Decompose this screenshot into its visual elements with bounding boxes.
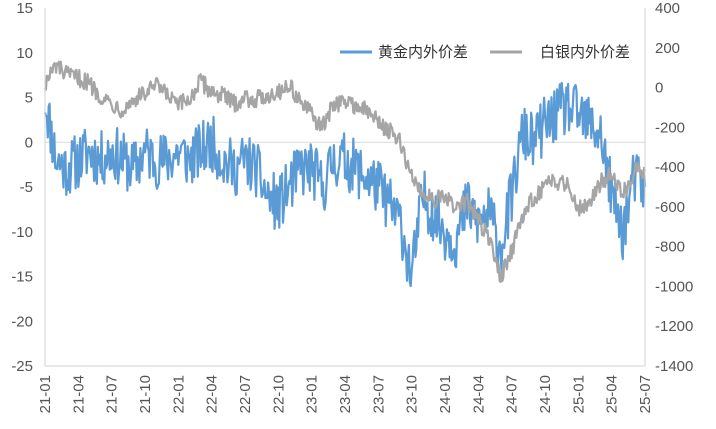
- x-tick-label: 23-07: [370, 375, 387, 413]
- left-tick-label: 15: [16, 0, 33, 17]
- left-tick-label: -5: [20, 179, 33, 196]
- x-tick-label: 25-07: [637, 375, 654, 413]
- right-tick-label: -200: [655, 119, 685, 136]
- x-tick-label: 24-07: [504, 375, 521, 413]
- left-tick-label: 10: [16, 45, 33, 62]
- x-tick-label: 24-01: [437, 375, 454, 413]
- right-tick-label: 200: [655, 40, 680, 57]
- left-tick-label: -25: [11, 358, 33, 375]
- legend: 黄金内外价差 白银内外价差: [340, 44, 630, 61]
- x-tick-label: 23-01: [304, 375, 321, 413]
- left-tick-label: -20: [11, 313, 33, 330]
- x-tick-label: 23-04: [337, 375, 354, 413]
- x-tick-label: 24-04: [470, 375, 487, 413]
- x-tick-label: 25-01: [570, 375, 587, 413]
- right-tick-label: 0: [655, 80, 663, 97]
- right-tick-label: -800: [655, 239, 685, 256]
- x-tick-label: 21-01: [37, 375, 54, 413]
- x-tick-label: 25-04: [604, 375, 621, 413]
- series-line-silver: [43, 60, 647, 283]
- left-tick-label: 5: [25, 90, 33, 107]
- axes: [44, 8, 646, 367]
- left-y-axis-ticks: 15 10 5 0 -5 -10 -15 -20 -25: [11, 0, 33, 375]
- x-tick-label: 21-07: [104, 375, 121, 413]
- right-tick-label: -1200: [655, 318, 693, 335]
- x-tick-label: 24-10: [537, 375, 554, 413]
- right-tick-label: -1400: [655, 358, 693, 375]
- x-tick-label: 21-10: [137, 375, 154, 413]
- x-tick-label: 22-07: [237, 375, 254, 413]
- series-layer: [43, 60, 647, 288]
- right-tick-label: -600: [655, 199, 685, 216]
- left-tick-label: -15: [11, 269, 33, 286]
- x-tick-label: 22-01: [170, 375, 187, 413]
- legend-label-gold: 黄金内外价差: [378, 44, 468, 61]
- series-line-gold: [43, 81, 647, 288]
- left-tick-label: 0: [25, 134, 33, 151]
- right-y-axis-ticks: 400 200 0 -200 -400 -600 -800 -1000 -1200 -1400: [655, 0, 693, 375]
- x-tick-label: 21-04: [70, 375, 87, 413]
- x-tick-label: 22-04: [204, 375, 221, 413]
- legend-label-silver: 白银内外价差: [540, 44, 630, 61]
- x-tick-label: 22-10: [270, 375, 287, 413]
- x-tick-label: 23-10: [404, 375, 421, 413]
- left-tick-label: -10: [11, 224, 33, 241]
- right-tick-label: 400: [655, 0, 680, 17]
- right-tick-label: -400: [655, 159, 685, 176]
- x-axis-ticks: 21-01 21-04 21-07 21-10 22-01 22-04 22-07 22-10…: [37, 375, 654, 413]
- right-tick-label: -1000: [655, 278, 693, 295]
